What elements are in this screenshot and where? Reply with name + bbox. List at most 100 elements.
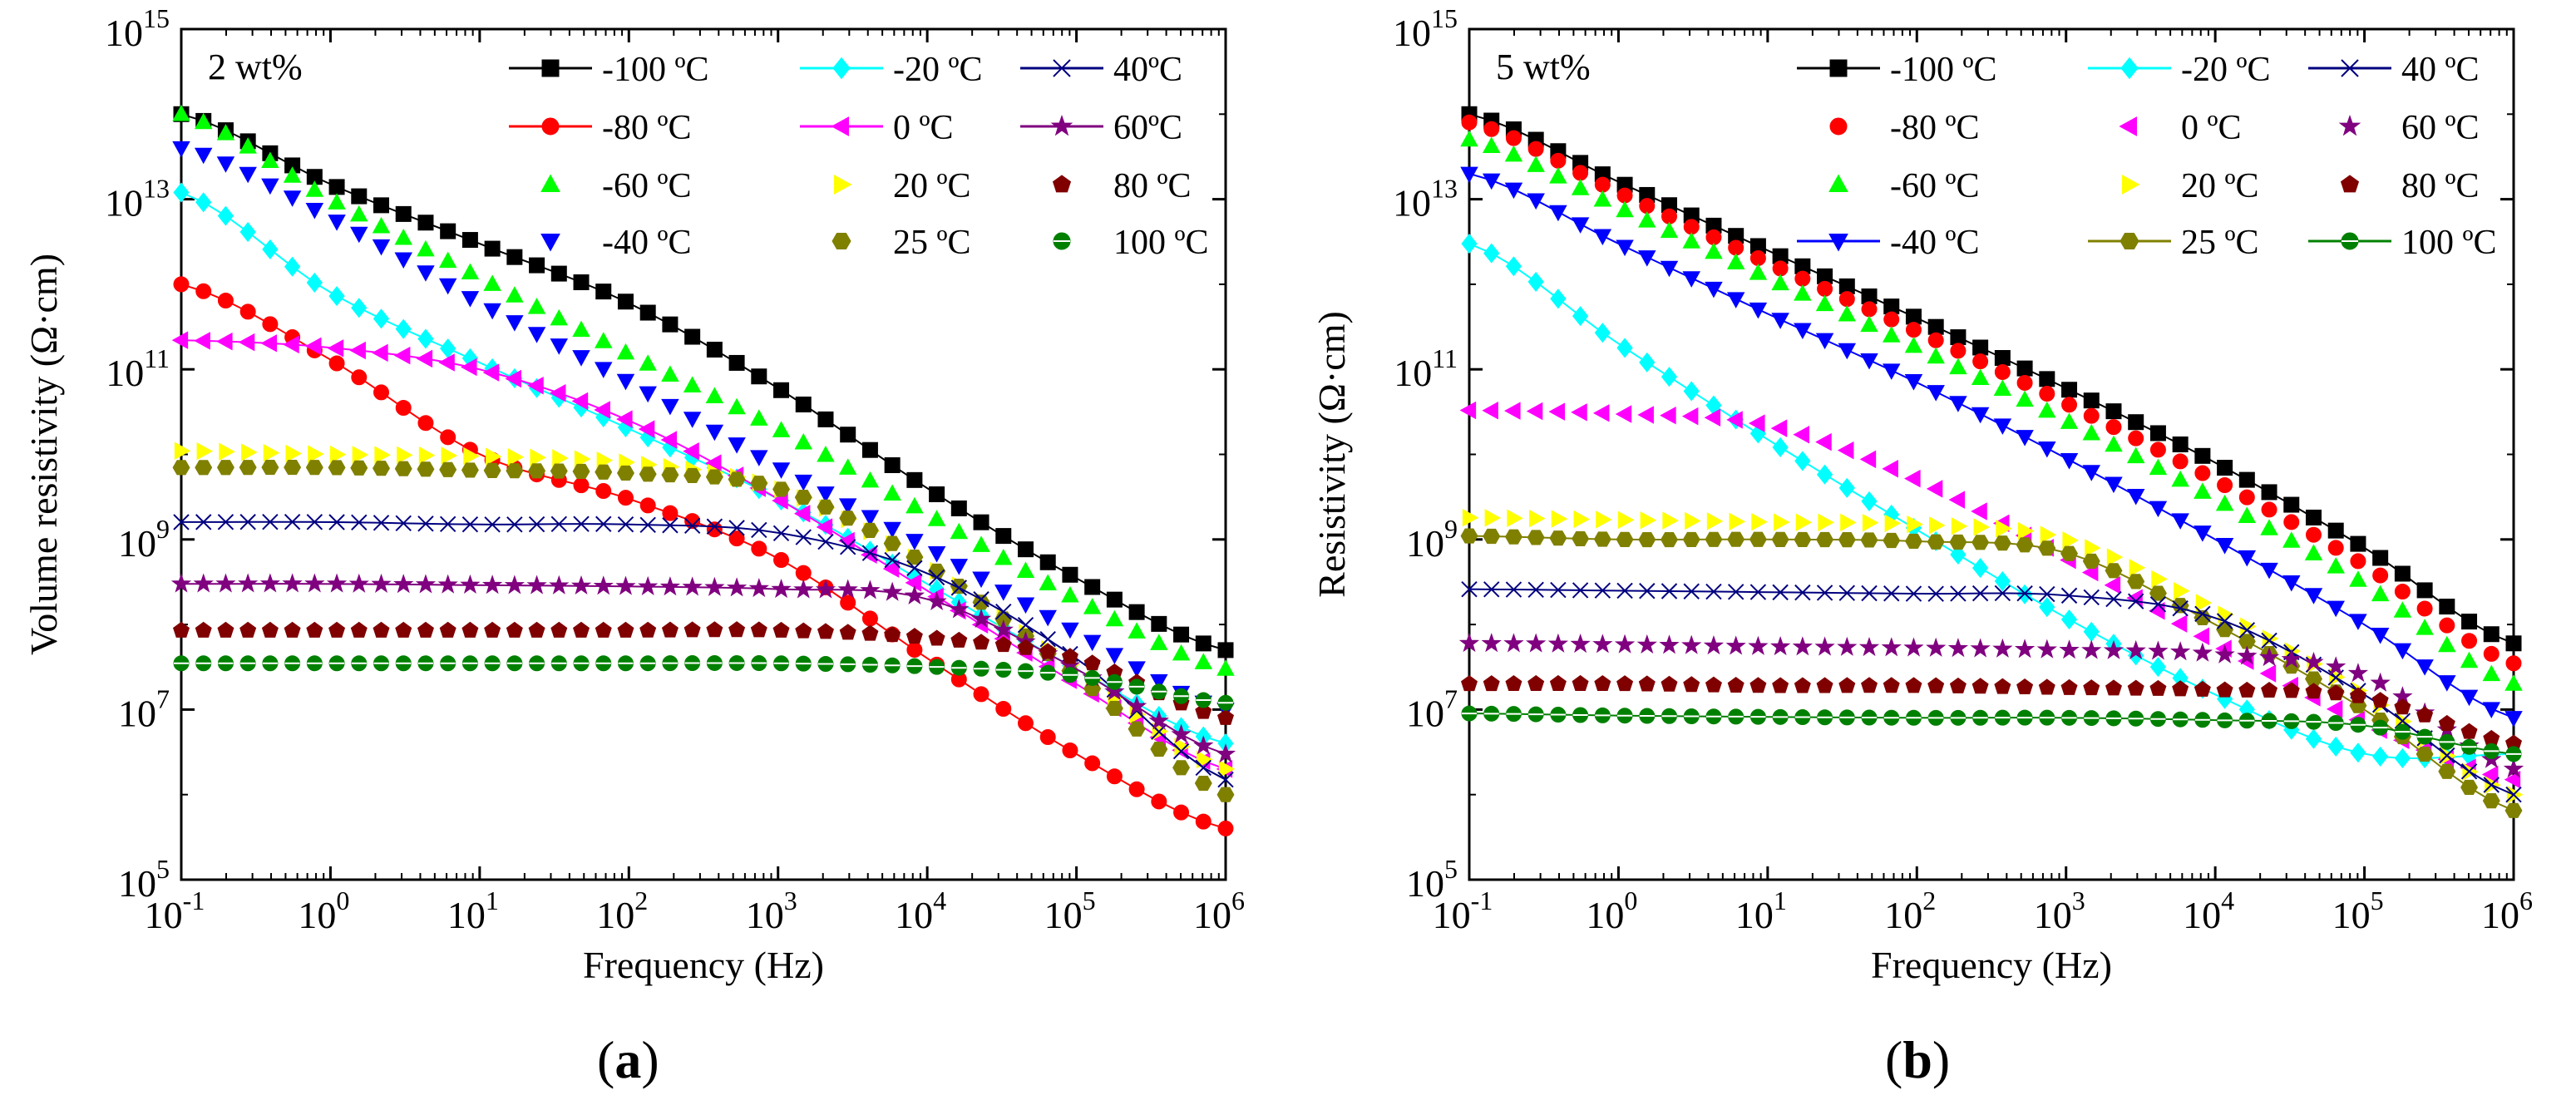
chart-b-data-point bbox=[1951, 517, 1968, 535]
chart-a-data-point bbox=[659, 576, 681, 596]
chart-a-data-point bbox=[217, 293, 234, 309]
chart-a-data-point bbox=[1215, 743, 1236, 763]
chart-a-data-point bbox=[193, 573, 214, 593]
chart-a-data-point bbox=[1150, 741, 1168, 757]
chart-b-data-point bbox=[2304, 544, 2323, 560]
chart-b-data-point bbox=[1481, 633, 1502, 653]
chart-a-data-point bbox=[417, 415, 434, 432]
chart-b-data-point bbox=[2105, 435, 2123, 452]
chart-a-legend-item: 100 ºC bbox=[1053, 224, 1209, 262]
chart-a-data-point bbox=[1104, 681, 1125, 701]
chart-b-series-11 bbox=[1461, 705, 2522, 762]
chart-b-data-point bbox=[2103, 639, 2124, 659]
chart-b-data-point bbox=[2083, 621, 2100, 642]
chart-a-data-point bbox=[461, 358, 477, 377]
chart-b-data-point bbox=[1458, 633, 1480, 653]
chart-a-data-point bbox=[972, 535, 990, 552]
chart-b-data-point bbox=[2082, 465, 2101, 481]
chart-b-data-point bbox=[2216, 622, 2234, 638]
chart-a-legend-item: -20 ºC bbox=[800, 51, 983, 89]
chart-a-data-point bbox=[704, 576, 725, 596]
chart-b-data-point bbox=[1971, 585, 1989, 602]
chart-b-data-point bbox=[2416, 600, 2433, 617]
chart-a-data-point bbox=[350, 621, 368, 638]
chart-b-data-point bbox=[1883, 585, 1900, 602]
chart-b-data-point bbox=[1594, 323, 1611, 343]
chart-b-data-point bbox=[2349, 570, 2367, 587]
chart-b-data-point bbox=[1681, 634, 1702, 654]
chart-a-data-point bbox=[349, 341, 366, 360]
chart-a-data-point bbox=[527, 376, 544, 395]
chart-a-data-point bbox=[1126, 695, 1147, 715]
chart-a-data-point bbox=[1083, 654, 1101, 671]
chart-b-data-point bbox=[1593, 190, 1612, 207]
chart-b-data-point bbox=[1505, 581, 1522, 598]
chart-a-data-point bbox=[528, 621, 545, 638]
chart-a-data-point bbox=[639, 354, 657, 371]
chart-b-data-point bbox=[1616, 338, 1633, 358]
chart-a-data-point bbox=[639, 621, 657, 638]
chart-b-legend-label: 20 ºC bbox=[2181, 167, 2259, 205]
chart-a-data-point bbox=[596, 451, 614, 470]
chart-a-data-point bbox=[1039, 630, 1056, 648]
chart-b-legend-marker bbox=[2119, 116, 2137, 136]
chart-a-data-point bbox=[351, 188, 368, 205]
chart-b-legend-label: 40 ºC bbox=[2401, 51, 2480, 89]
chart-a-data-point bbox=[373, 384, 390, 401]
chart-a-legend-marker bbox=[832, 57, 851, 80]
chart-a-data-point bbox=[883, 484, 901, 501]
chart-b-data-point bbox=[2238, 550, 2257, 567]
chart-a-data-point bbox=[328, 179, 345, 195]
chart-b-data-point bbox=[2260, 519, 2278, 535]
chart-b-data-point bbox=[1770, 419, 1788, 437]
chart-a-data-point bbox=[1062, 566, 1078, 583]
chart-a-data-point bbox=[928, 563, 946, 580]
chart-a-data-point bbox=[172, 104, 190, 121]
chart-a-data-point bbox=[929, 486, 945, 502]
chart-b-data-point bbox=[2038, 678, 2055, 695]
chart-a-data-point bbox=[350, 226, 368, 244]
chart-a-data-point bbox=[1084, 755, 1101, 772]
chart-a-data-point bbox=[1173, 626, 1190, 643]
chart-a-ytick-label: 1015 bbox=[105, 3, 170, 54]
chart-b-data-point bbox=[2303, 651, 2324, 671]
chart-b-data-point bbox=[2105, 476, 2123, 494]
chart-b-data-point bbox=[2171, 513, 2189, 530]
chart-b-data-point bbox=[2349, 614, 2367, 630]
chart-b-data-point bbox=[2327, 522, 2344, 539]
chart-a-data-point bbox=[927, 545, 946, 563]
chart-b-legend-marker bbox=[1828, 234, 1848, 252]
chart-a-data-point bbox=[705, 424, 724, 442]
chart-b-data-point bbox=[1815, 294, 1834, 312]
chart-b-data-point bbox=[1638, 531, 1656, 548]
chart-b-xtick-label: 103 bbox=[2034, 885, 2085, 936]
chart-b-data-point bbox=[1484, 509, 1502, 527]
chart-a-data-point bbox=[283, 190, 302, 207]
chart-b-data-point bbox=[2149, 501, 2168, 518]
chart-a-data-point bbox=[195, 460, 213, 476]
chart-b-data-point bbox=[1769, 636, 1791, 656]
chart-b-data-point bbox=[1527, 530, 1545, 545]
chart-b-data-point bbox=[1527, 193, 1545, 210]
chart-b-data-point bbox=[2149, 657, 2167, 678]
chart-b-data-point bbox=[1547, 633, 1569, 653]
chart-a-data-point bbox=[172, 460, 190, 476]
chart-b-legend-item: -60 ºC bbox=[1828, 167, 1980, 205]
chart-a-data-point bbox=[437, 574, 458, 594]
chart-a-data-point bbox=[684, 328, 701, 345]
chart-b-ytick-label: 1013 bbox=[1393, 174, 1458, 224]
chart-a-data-point bbox=[683, 376, 702, 392]
chart-b-data-point bbox=[2060, 609, 2078, 630]
chart-a-data-point bbox=[705, 469, 723, 485]
chart-b-data-point bbox=[2304, 588, 2323, 604]
chart-b-data-point bbox=[1596, 511, 1612, 529]
chart-b-data-point bbox=[2083, 392, 2100, 409]
chart-a-data-point bbox=[1217, 771, 1234, 788]
chart-a-data-point bbox=[329, 445, 347, 464]
chart-a-data-point bbox=[241, 443, 258, 461]
chart-b-data-point bbox=[1682, 531, 1700, 548]
chart-b-legend-item: 0 ºC bbox=[2119, 109, 2242, 147]
chart-b-data-point bbox=[1838, 477, 1855, 498]
chart-b-data-point bbox=[1949, 396, 1967, 412]
chart-b-data-point bbox=[2039, 386, 2055, 402]
